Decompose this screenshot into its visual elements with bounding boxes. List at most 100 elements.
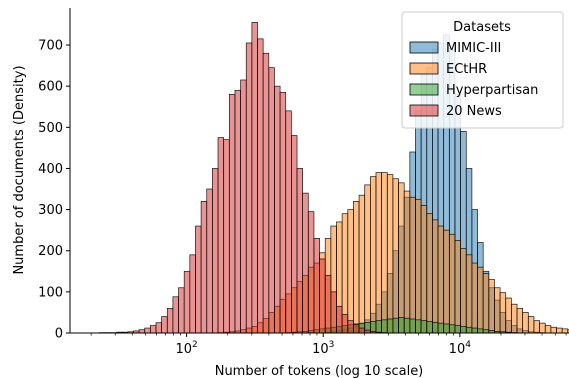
histogram-bar xyxy=(234,89,241,334)
histogram-bar xyxy=(375,320,382,334)
histogram-bar xyxy=(443,229,450,334)
histogram-bar xyxy=(443,323,450,334)
histogram-bar xyxy=(307,211,315,334)
histogram-bar xyxy=(330,291,337,334)
legend-swatch xyxy=(409,62,439,75)
histogram-bar xyxy=(285,110,292,334)
histogram-bar xyxy=(268,67,275,334)
histogram-bar xyxy=(149,325,157,334)
histogram-bar xyxy=(206,188,213,334)
histogram-bar xyxy=(262,52,270,334)
histogram-bar xyxy=(178,287,185,334)
legend-label: Hyperpartisan xyxy=(446,83,538,98)
histogram-bar xyxy=(477,328,484,334)
y-tick-label: 0 xyxy=(55,327,63,342)
histogram-bar xyxy=(465,254,473,334)
histogram-bar xyxy=(533,320,540,334)
histogram-bar xyxy=(494,287,501,334)
histogram-bar xyxy=(347,209,354,334)
histogram-bar xyxy=(251,22,258,334)
histogram-bar xyxy=(189,254,196,334)
histogram-bar xyxy=(499,292,507,334)
histogram-bar xyxy=(437,225,445,334)
histogram-bar xyxy=(358,327,366,334)
histogram-bar xyxy=(488,279,495,334)
y-axis-label: Number of documents (Density) xyxy=(12,65,27,274)
histogram-bar xyxy=(375,172,382,334)
histogram-bar xyxy=(381,319,388,334)
histogram-bar xyxy=(477,266,484,334)
legend-label: MIMIC-III xyxy=(446,41,501,56)
histogram-bar xyxy=(432,219,439,334)
histogram-bar xyxy=(347,320,354,334)
histogram-bar xyxy=(161,316,168,334)
legend-items: MIMIC-III ECtHR Hyperpartisan 20 News xyxy=(409,41,538,119)
legend-item-ecthr: ECtHR xyxy=(409,62,487,77)
histogram-bar xyxy=(403,317,411,334)
histogram-bar xyxy=(539,322,546,334)
histogram-bar xyxy=(527,316,535,334)
legend-box xyxy=(401,11,564,129)
legend-swatch xyxy=(409,104,439,117)
axis-ticks: 0 100 200 300 400 500 600 700 102 103 104 xyxy=(38,39,567,357)
y-tick-label: 700 xyxy=(38,39,63,54)
histogram-bar xyxy=(144,327,151,334)
series-20-news xyxy=(99,22,388,334)
x-tick-label: 102 xyxy=(175,340,197,357)
histogram-bar xyxy=(465,326,473,334)
histogram-bar xyxy=(155,322,162,334)
histogram-bar xyxy=(460,326,467,334)
legend: Datasets MIMIC-III ECtHR Hyperpartisan 20 N… xyxy=(401,11,564,129)
histogram-bar xyxy=(353,201,360,334)
y-tick-label: 400 xyxy=(38,162,63,177)
legend-title: Datasets xyxy=(453,20,511,35)
histogram-bar xyxy=(454,325,461,334)
histogram-bar xyxy=(302,192,309,334)
histogram-bar xyxy=(432,321,439,334)
histogram-bar xyxy=(522,312,529,334)
histogram-bar xyxy=(381,172,388,334)
histogram-bar xyxy=(183,270,191,334)
histogram-bar xyxy=(471,327,478,334)
histogram-bar xyxy=(274,85,281,334)
legend-label: ECtHR xyxy=(446,62,487,77)
histogram-bar xyxy=(386,174,394,334)
histogram-bar xyxy=(550,326,557,334)
histogram-bar xyxy=(403,190,411,334)
histogram-bar xyxy=(200,201,208,334)
histogram-bar xyxy=(398,317,405,334)
histogram-bar xyxy=(257,38,264,334)
histogram-bar xyxy=(460,248,467,334)
y-tick-label: 100 xyxy=(38,285,63,300)
histogram-bar xyxy=(561,328,569,334)
histogram-bar xyxy=(341,314,349,334)
histogram-bar xyxy=(386,318,394,334)
histogram-bar xyxy=(212,168,219,334)
legend-swatch xyxy=(409,83,439,96)
histogram-bar xyxy=(313,238,320,334)
legend-item-hyperpartisan: Hyperpartisan xyxy=(409,83,538,98)
legend-item-mimic-iii: MIMIC-III xyxy=(409,41,501,56)
histogram-bar xyxy=(291,135,298,334)
histogram-bar xyxy=(392,317,399,334)
histogram-bar xyxy=(166,307,174,334)
histogram-bar xyxy=(437,322,445,334)
histogram-bar xyxy=(544,325,552,334)
y-tick-label: 500 xyxy=(38,121,63,136)
histogram-bar xyxy=(223,139,230,334)
histogram-bar xyxy=(420,320,428,334)
histogram-bar xyxy=(336,305,343,334)
axes xyxy=(69,8,569,334)
histogram-bar xyxy=(228,94,236,334)
histogram-bar xyxy=(398,182,405,334)
y-tick-label: 300 xyxy=(38,203,63,218)
histogram-bar xyxy=(364,184,371,334)
histogram-bar xyxy=(505,297,512,334)
histogram-bar xyxy=(279,91,287,334)
histogram-bar xyxy=(370,176,377,334)
histogram-bar xyxy=(245,42,253,334)
histogram-bar xyxy=(448,233,456,334)
histogram-bar xyxy=(426,321,433,334)
histogram-bar xyxy=(409,318,416,334)
